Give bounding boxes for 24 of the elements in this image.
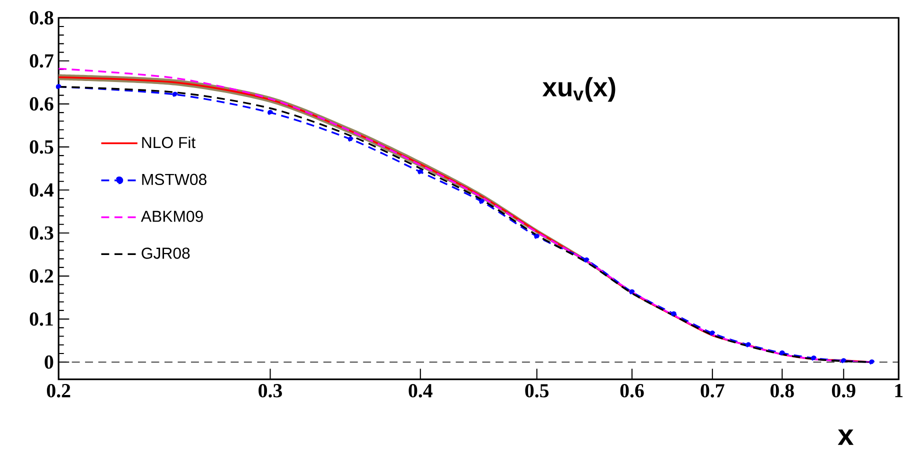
x-tick-label: 0.5: [525, 384, 549, 398]
legend-label: NLO Fit: [142, 136, 196, 148]
x-tick-label: 0.4: [408, 384, 432, 398]
legend-label: GJR08: [142, 248, 190, 259]
y-tick-label: 0.3: [30, 226, 54, 240]
x-tick-label: 0.7: [700, 384, 724, 398]
y-tick-label: 0.5: [30, 140, 54, 154]
y-tick-label: 0.2: [30, 269, 54, 283]
x-tick-label: 0.8: [770, 384, 794, 398]
y-tick-label: 0.8: [30, 11, 54, 25]
x-tick-label: 0.9: [832, 384, 856, 398]
y-tick-label: 0: [44, 355, 54, 369]
x-tick-label: 1: [895, 384, 903, 398]
y-tick-label: 0.4: [30, 183, 54, 197]
legend-label: ABKM09: [140, 210, 203, 222]
text: xu$_{v}$(x): [542, 77, 616, 102]
legend-label: MSTW08: [142, 174, 206, 186]
y-tick-label: 0.7: [30, 54, 54, 68]
x-tick-label: 0.6: [620, 384, 644, 398]
x-tick-label: 0.3: [258, 384, 282, 398]
y-tick-label: 0.6: [30, 97, 54, 111]
x-axis-title: x: [838, 430, 854, 445]
y-tick-label: 0.1: [30, 312, 53, 326]
x-tick-label: 0.2: [46, 384, 70, 398]
